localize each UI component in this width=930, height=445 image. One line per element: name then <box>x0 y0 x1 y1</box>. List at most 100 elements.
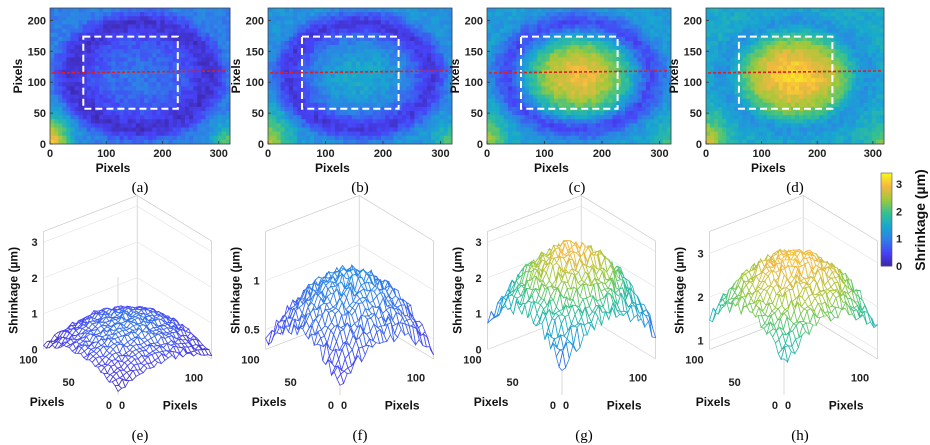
heatmap-cell <box>604 135 609 141</box>
heatmap-cell <box>140 61 145 67</box>
heatmap-cell <box>406 53 411 58</box>
heatmap-cell <box>790 45 796 50</box>
heatmap-cell <box>439 53 445 58</box>
heatmap-cell <box>180 73 186 79</box>
heatmap-cell <box>127 86 133 91</box>
heatmap-cell <box>549 61 555 67</box>
heatmap-cell <box>443 106 449 112</box>
heatmap-cell <box>360 32 365 38</box>
heatmap-cell <box>95 12 100 17</box>
heatmap-cell <box>558 28 563 34</box>
heatmap-cell <box>645 115 651 120</box>
heatmap-cell <box>401 45 407 50</box>
heatmap-cell <box>284 78 290 83</box>
heatmap-cell <box>123 45 129 50</box>
heatmap-cell <box>280 65 286 71</box>
heatmap-cell <box>360 45 365 50</box>
heatmap-cell <box>343 135 348 141</box>
heatmap-cell <box>58 20 63 25</box>
heatmap-cell <box>807 16 812 21</box>
heatmap-cell <box>595 111 601 116</box>
heatmap-cell <box>389 53 394 58</box>
heatmap-cell <box>372 16 378 21</box>
heatmap-cell <box>284 65 290 71</box>
heatmap-cell <box>393 65 399 71</box>
heatmap-cell <box>754 40 759 46</box>
heatmap-cell <box>95 94 100 100</box>
heatmap-cell <box>435 45 440 50</box>
heatmap-cell <box>487 69 492 75</box>
heatmap-cell <box>297 36 302 42</box>
heatmap-cell <box>360 20 365 25</box>
heatmap-cell <box>293 12 298 17</box>
heatmap-cell <box>507 12 513 17</box>
heatmap-cell <box>549 32 555 38</box>
heatmap-cell <box>762 24 768 29</box>
heatmap-cell <box>439 98 445 104</box>
heatmap-cell <box>140 131 145 137</box>
heatmap-cell <box>851 20 857 25</box>
heatmap-cell <box>545 131 551 137</box>
heatmap-cell <box>414 82 419 87</box>
heatmap-cell <box>62 73 67 79</box>
heatmap-cell <box>633 78 638 83</box>
heatmap-cell <box>368 24 373 29</box>
heatmap-cell <box>62 119 67 124</box>
heatmap-cell <box>90 65 96 71</box>
heatmap-cell <box>330 78 336 83</box>
heatmap-cell <box>491 53 496 58</box>
heatmap-cell <box>520 49 526 54</box>
heatmap-cell <box>397 24 403 29</box>
heatmap-cell <box>583 61 588 67</box>
heatmap-cell <box>201 53 206 58</box>
heatmap-cell <box>314 131 319 137</box>
heatmap-cell <box>86 111 92 116</box>
heatmap-cell <box>70 8 75 13</box>
heatmap-cell <box>131 82 137 87</box>
heatmap-cell <box>284 8 290 13</box>
heatmap-cell <box>318 78 323 83</box>
heatmap-cell <box>620 135 626 141</box>
heatmap-cell <box>591 123 597 128</box>
heatmap-cell <box>524 12 530 17</box>
heatmap-cell <box>180 94 186 100</box>
heatmap-cell <box>616 127 622 133</box>
heatmap-cell <box>795 12 800 17</box>
heatmap-cell <box>587 131 592 137</box>
heatmap-cell <box>654 90 659 95</box>
heatmap-cell <box>447 106 453 112</box>
heatmap-cell <box>786 28 792 34</box>
heatmap-cell <box>520 106 526 112</box>
heatmap-cell <box>326 40 332 46</box>
heatmap-cell <box>107 65 112 71</box>
heatmap-cell <box>201 135 206 141</box>
heatmap-cell <box>115 98 120 104</box>
heatmap-cell <box>339 8 344 13</box>
heatmap-cell <box>201 16 206 21</box>
heatmap-cell <box>372 102 378 108</box>
heatmap-cell <box>119 20 125 25</box>
heatmap-cell <box>131 36 137 42</box>
heatmap-cell <box>99 115 104 120</box>
heatmap-cell <box>435 106 440 112</box>
heatmap-cell <box>608 53 613 58</box>
heatmap-cell <box>168 28 174 34</box>
heatmap-cell <box>54 36 59 42</box>
heatmap-cell <box>710 16 715 21</box>
heatmap-cell <box>666 65 672 71</box>
heatmap-cell <box>330 61 336 67</box>
heatmap-cell <box>847 49 853 54</box>
heatmap-cell <box>566 12 572 17</box>
heatmap-cell <box>608 123 613 128</box>
heatmap-cell <box>714 28 719 34</box>
heatmap-cell <box>221 127 227 133</box>
heatmap-cell <box>268 127 273 133</box>
heatmap-cell <box>50 73 55 79</box>
heatmap-cell <box>750 20 755 25</box>
heatmap-cell <box>410 90 415 95</box>
heatmap-cell <box>595 16 601 21</box>
heatmap-cell <box>612 102 618 108</box>
heatmap-cell <box>499 61 505 67</box>
heatmap-cell <box>185 32 190 38</box>
heatmap-cell <box>205 20 210 25</box>
